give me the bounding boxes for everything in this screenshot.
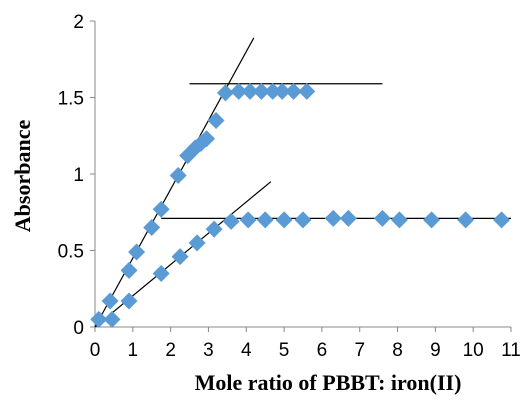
data-point-series-2 — [294, 211, 312, 229]
data-point-series-2 — [493, 211, 511, 229]
x-tick-label: 2 — [165, 340, 176, 361]
data-point-series-2 — [324, 209, 342, 227]
data-point-series-1 — [264, 82, 282, 100]
data-point-series-1 — [169, 167, 187, 185]
axes — [94, 21, 511, 328]
y-tick-label: 0.5 — [58, 242, 84, 263]
data-point-series-2 — [120, 292, 138, 310]
ticks: 0 1 2 3 4 5 6 7 8 9 10 11 0 0.5 1 1.5 2 — [58, 12, 521, 361]
data-point-series-1 — [273, 82, 291, 100]
x-tick-label: 1 — [128, 340, 139, 361]
x-tick-label: 6 — [317, 340, 328, 361]
data-point-series-2 — [222, 212, 240, 230]
data-point-series-2 — [275, 211, 293, 229]
data-point-series-1 — [198, 130, 216, 148]
x-tick-label: 7 — [354, 340, 365, 361]
data-point-series-2 — [152, 264, 170, 282]
y-tick-label: 0 — [73, 318, 84, 339]
data-point-series-2 — [239, 211, 257, 229]
data-point-series-2 — [205, 220, 223, 238]
data-point-series-2 — [390, 211, 408, 229]
data-point-series-1 — [152, 200, 170, 218]
x-tick-label: 11 — [501, 340, 521, 361]
data-point-series-1 — [285, 82, 303, 100]
data-point-series-2 — [171, 248, 189, 266]
fit-lines — [94, 37, 511, 328]
data-point-series-1 — [128, 243, 146, 261]
x-tick-label: 9 — [430, 340, 441, 361]
data-point-series-1 — [216, 84, 234, 102]
x-tick-label: 10 — [463, 340, 484, 361]
x-tick-label: 4 — [241, 340, 252, 361]
fit-line — [94, 37, 255, 328]
x-tick-label: 8 — [392, 340, 403, 361]
y-tick-label: 2 — [73, 12, 84, 33]
y-tick-label: 1 — [73, 165, 84, 186]
data-point-series-1 — [101, 292, 119, 310]
y-tick-label: 1.5 — [58, 89, 84, 110]
x-tick-label: 5 — [279, 340, 290, 361]
data-points — [90, 82, 511, 328]
data-point-series-1 — [298, 82, 316, 100]
x-tick-label: 3 — [203, 340, 214, 361]
data-point-series-2 — [256, 211, 274, 229]
y-axis-title: Absorbance — [10, 120, 35, 233]
data-point-series-1 — [230, 82, 248, 100]
data-point-series-2 — [188, 234, 206, 252]
data-point-series-1 — [120, 261, 138, 279]
data-point-series-1 — [252, 82, 270, 100]
data-point-series-1 — [207, 111, 225, 129]
data-point-series-1 — [143, 219, 161, 237]
data-point-series-2 — [457, 211, 475, 229]
data-point-series-2 — [103, 310, 121, 328]
x-tick-label: 0 — [90, 340, 101, 361]
data-point-series-2 — [423, 211, 441, 229]
data-point-series-1 — [90, 310, 108, 328]
data-point-series-1 — [241, 82, 259, 100]
x-axis-title: Mole ratio of PBBT: iron(II) — [195, 370, 462, 395]
data-point-series-2 — [373, 209, 391, 227]
data-point-series-2 — [339, 209, 357, 227]
